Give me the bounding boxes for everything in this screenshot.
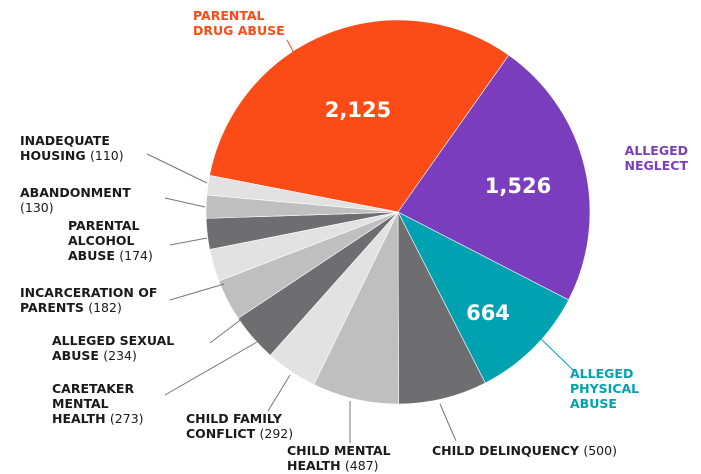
value-label: 664 [466,301,510,325]
slice-label: CARETAKER MENTAL HEALTH (273) [52,381,152,426]
category-name: ABANDONMENT [20,185,131,200]
slice-label: PARENTAL ALCOHOL ABUSE (174) [68,218,173,263]
category-name: PARENTAL DRUG ABUSE [193,8,285,38]
slice-label: PARENTAL DRUG ABUSE [193,8,303,38]
value-label: 2,125 [325,98,391,122]
category-name: ALLEGED PHYSICAL ABUSE [570,366,640,411]
leader-line [539,337,575,372]
slice-label: CHILD FAMILY CONFLICT (292) [186,411,316,441]
value-label: (487) [344,458,379,473]
leader-line [146,153,208,184]
category-name: ALLEGED SEXUAL ABUSE [52,333,175,363]
value-label: 1,526 [485,174,551,198]
leader-line [164,341,258,396]
value-label: (130) [20,200,54,215]
value-label: (292) [259,426,294,441]
slice-label: ALLEGED SEXUAL ABUSE (234) [52,333,212,363]
category-name: CHILD MENTAL HEALTH [287,443,391,473]
slice-label: INADEQUATE HOUSING (110) [20,133,160,163]
leader-line [439,403,457,442]
category-name: ALLEGED NEGLECT [624,143,688,173]
value-label: (110) [89,148,124,163]
value-label: (500) [583,443,617,458]
category-name: CHILD FAMILY CONFLICT [186,411,282,441]
pie-slice [206,175,399,213]
leader-line [169,283,225,301]
category-name: CHILD DELINQUENCY [432,443,579,458]
category-name: INCARCERATION OF PARENTS [20,285,158,315]
slice-label: INCARCERATION OF PARENTS (182) [20,285,180,315]
slice-label: ALLEGED PHYSICAL ABUSE [570,366,670,411]
category-name: CARETAKER MENTAL HEALTH [52,381,135,426]
leader-line [209,317,244,344]
pie-slice [209,19,510,213]
slice-label: CHILD MENTAL HEALTH (487) [287,443,422,473]
pie-slice [397,54,591,301]
leader-line [169,237,208,246]
leader-line [267,374,291,412]
pie-slice [397,211,570,384]
category-name: PARENTAL ALCOHOL ABUSE [68,218,140,263]
value-label: (273) [109,411,144,426]
category-name: INADEQUATE HOUSING [20,133,110,163]
slice-label: ALLEGED NEGLECT [590,143,688,173]
value-label: (174) [119,248,153,263]
leader-line [286,39,295,54]
slice-label: ABANDONMENT (130) [20,185,160,215]
value-label: (182) [88,300,122,315]
value-label: (234) [103,348,137,363]
leader-line [164,197,206,208]
slice-label: CHILD DELINQUENCY (500) [432,443,701,458]
